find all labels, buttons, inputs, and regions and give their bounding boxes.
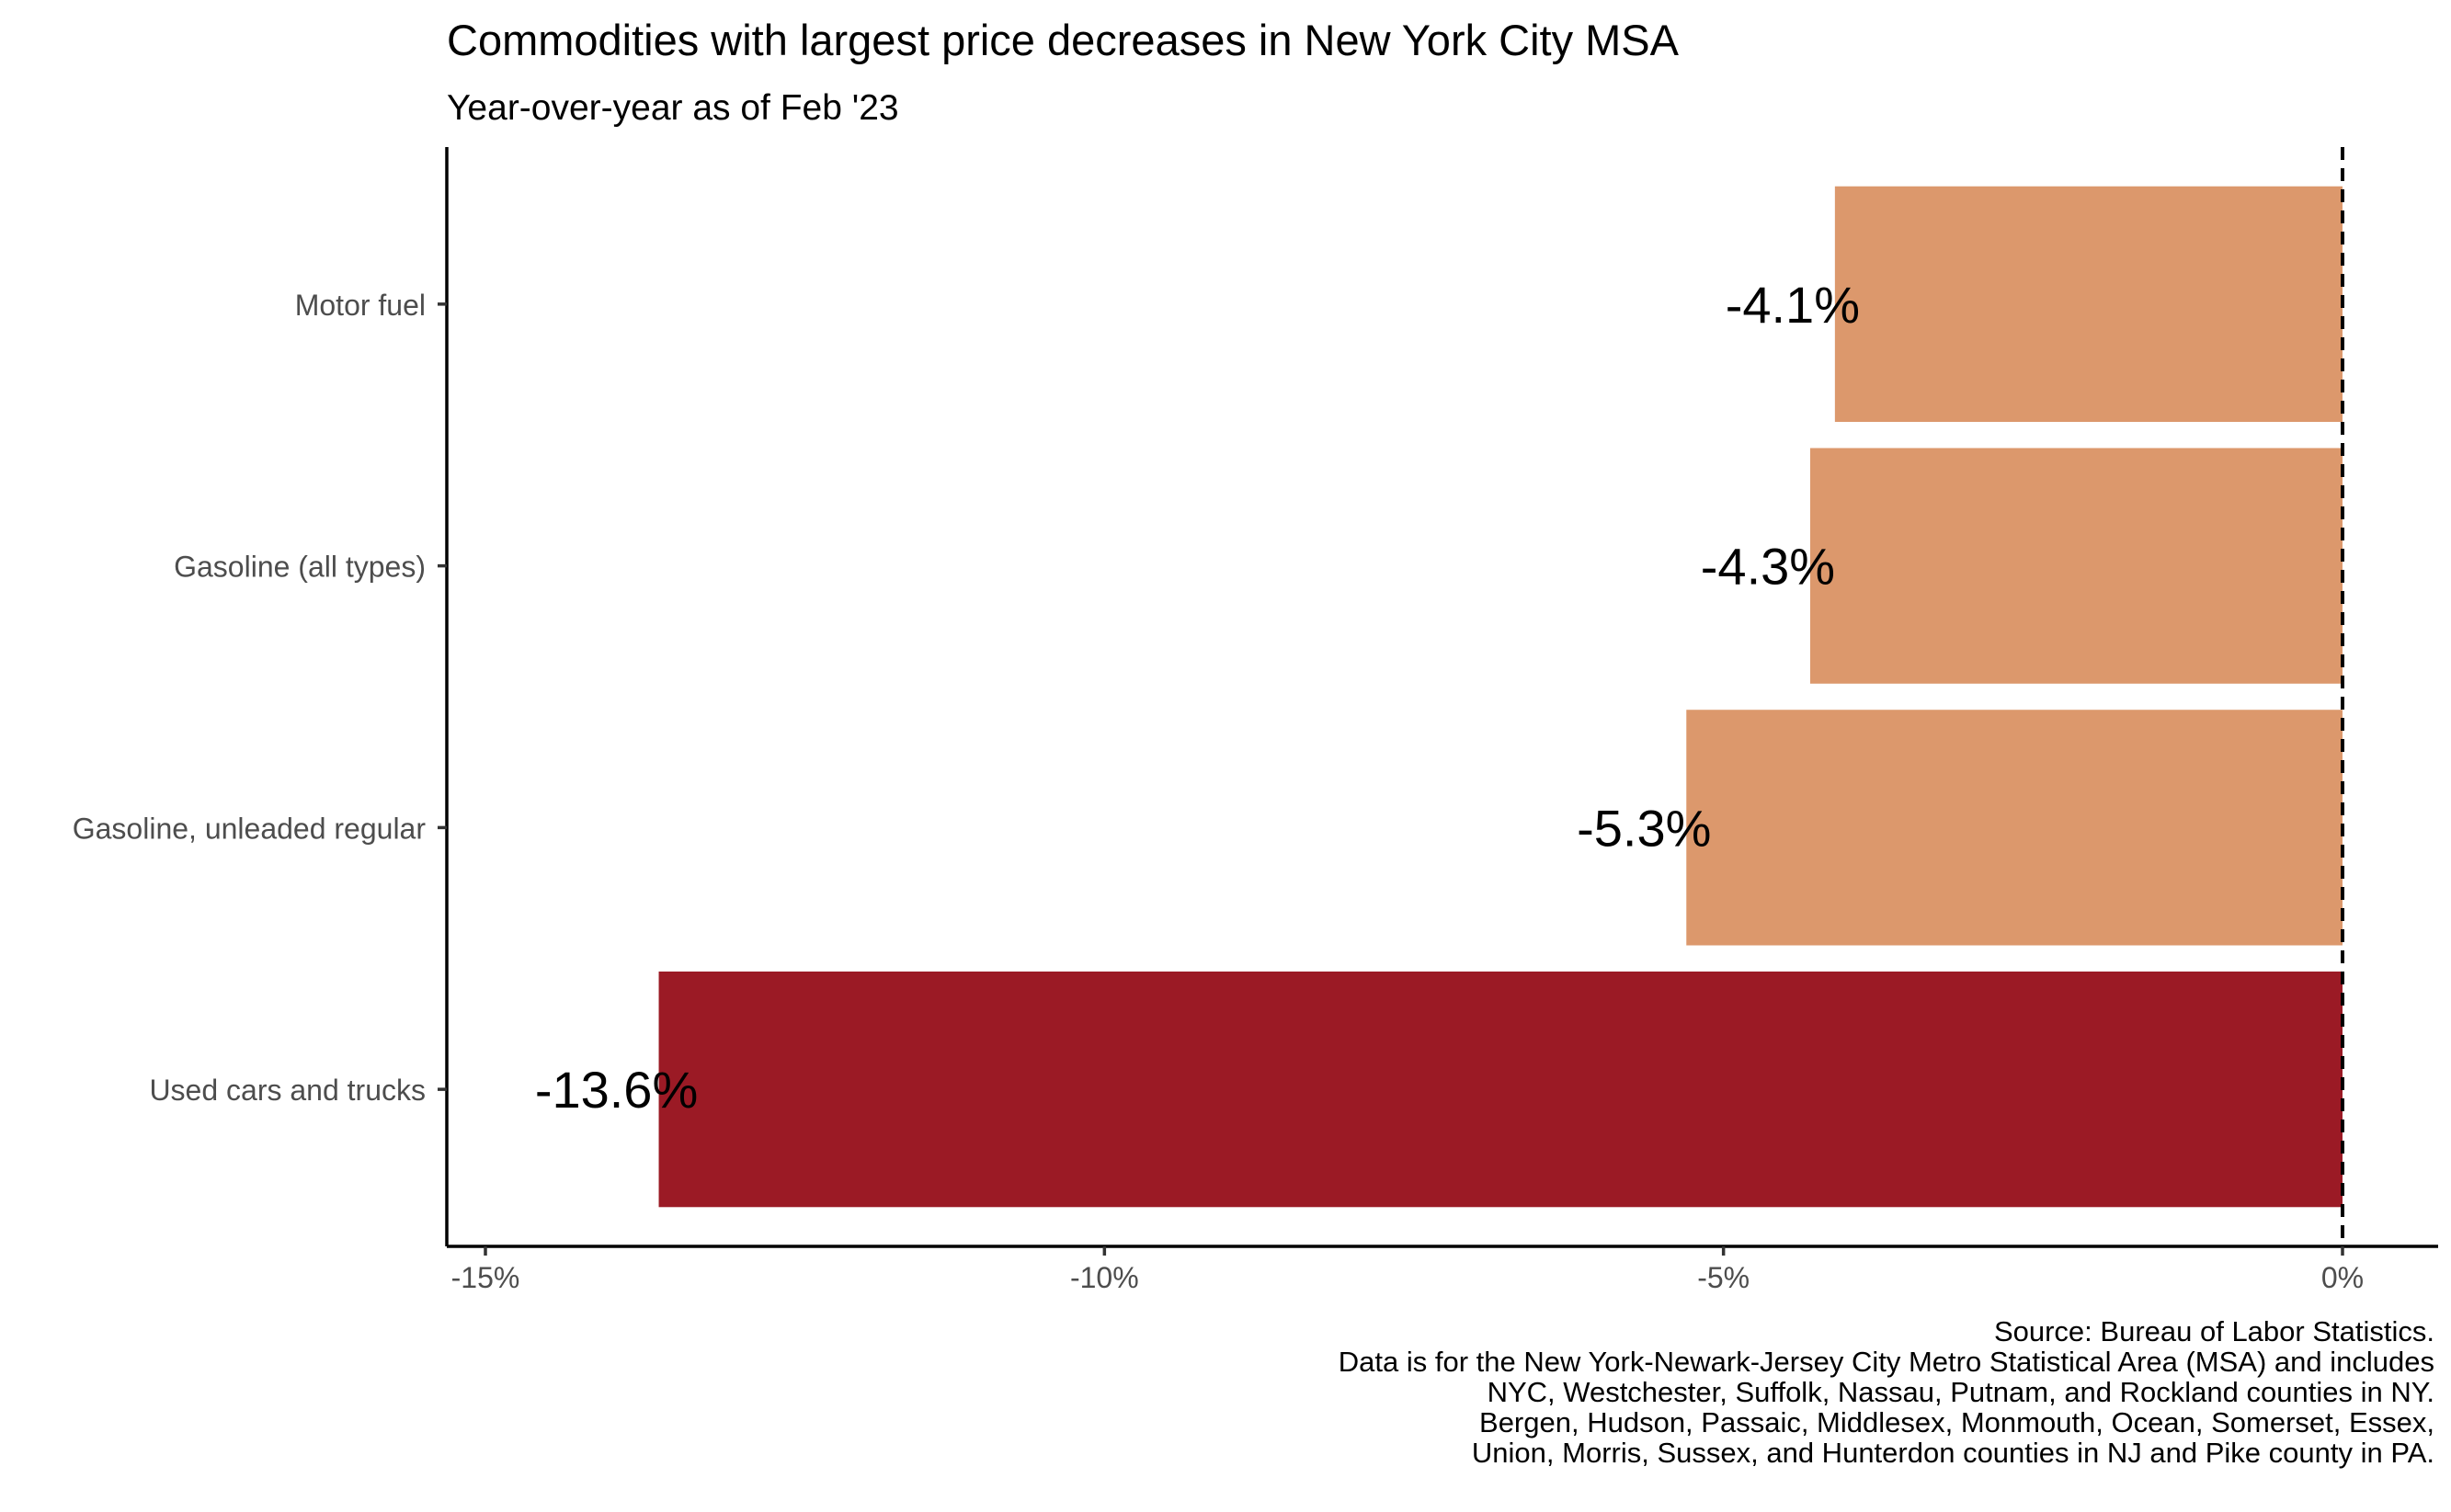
bar — [1834, 186, 2343, 422]
x-tick-label: -5% — [1697, 1261, 1750, 1294]
bar — [658, 972, 2343, 1208]
y-tick-label: Gasoline (all types) — [174, 551, 426, 584]
caption-line: NYC, Westchester, Suffolk, Nassau, Putna… — [1488, 1376, 2434, 1408]
plot-area: -4.1% -4.3% -5.3% -13.6% Motor fuel Gasoline … — [73, 147, 2438, 1294]
x-tick-label: 0% — [2321, 1261, 2364, 1294]
x-tick-label: -15% — [451, 1261, 520, 1294]
bar — [1809, 448, 2343, 684]
chart-caption: Source: Bureau of Labor Statistics.Data … — [1339, 1315, 2434, 1469]
y-tick-label: Gasoline, unleaded regular — [73, 812, 427, 845]
x-tick-label: -10% — [1070, 1261, 1139, 1294]
y-tick-label: Used cars and trucks — [149, 1074, 426, 1107]
data-label: -5.3% — [1577, 799, 1711, 857]
caption-line: Bergen, Hudson, Passaic, Middlesex, Monm… — [1479, 1406, 2434, 1438]
data-label: -4.1% — [1726, 276, 1860, 334]
caption-line: Source: Bureau of Labor Statistics. — [1994, 1315, 2434, 1347]
data-label: -4.3% — [1701, 538, 1835, 596]
data-label: -13.6% — [535, 1061, 698, 1119]
caption-line: Union, Morris, Sussex, and Hunterdon cou… — [1472, 1437, 2434, 1469]
bar — [1686, 710, 2343, 946]
y-tick-label: Motor fuel — [295, 289, 426, 322]
chart-title: Commodities with largest price decreases… — [447, 16, 1680, 64]
caption-line: Data is for the New York-Newark-Jersey C… — [1339, 1346, 2434, 1378]
chart-subtitle: Year-over-year as of Feb '23 — [447, 88, 899, 128]
